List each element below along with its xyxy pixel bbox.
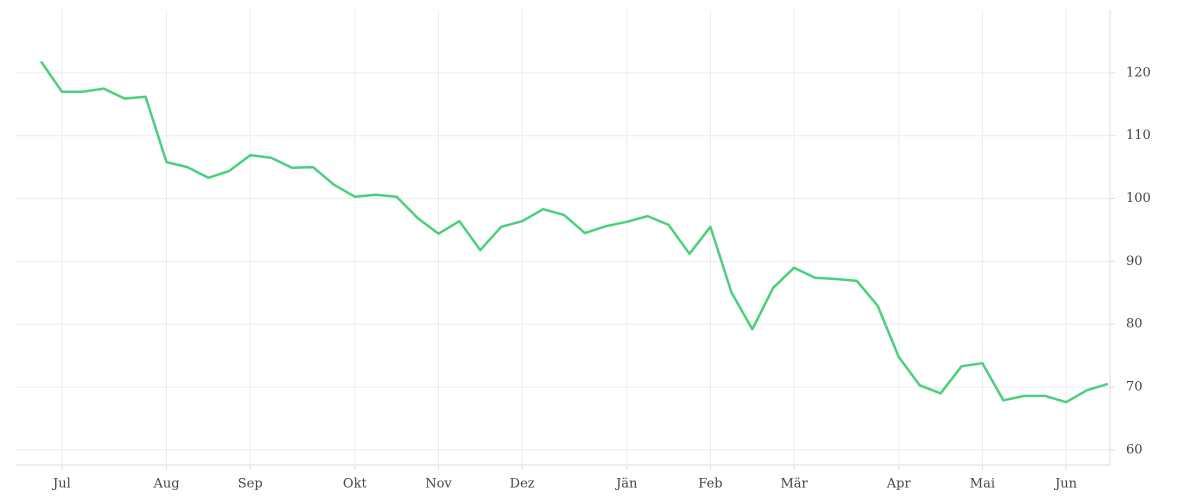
y-tick-label: 100 (1126, 191, 1151, 206)
x-tick-label: Jul (51, 477, 71, 492)
x-tick-label: Sep (238, 477, 263, 492)
x-tick-label: Apr (886, 477, 912, 492)
x-tick-label: Aug (152, 477, 179, 492)
x-tick-label: Jän (614, 477, 638, 492)
y-tick-label: 90 (1126, 254, 1143, 269)
x-tick-label: Mär (780, 477, 808, 492)
x-tick-label: Dez (510, 477, 535, 492)
y-tick-label: 120 (1126, 65, 1151, 80)
x-tick-label: Okt (343, 477, 368, 492)
x-tick-label: Jun (1053, 477, 1078, 492)
data-line (39, 60, 1109, 404)
x-tick-label: Feb (698, 477, 722, 492)
y-tick-label: 110 (1126, 128, 1151, 143)
x-tick-label: Nov (425, 477, 452, 492)
y-tick-label: 60 (1126, 442, 1143, 457)
x-tick-label: Mai (970, 477, 995, 492)
y-tick-label: 70 (1126, 380, 1143, 395)
y-tick-label: 80 (1126, 317, 1143, 332)
